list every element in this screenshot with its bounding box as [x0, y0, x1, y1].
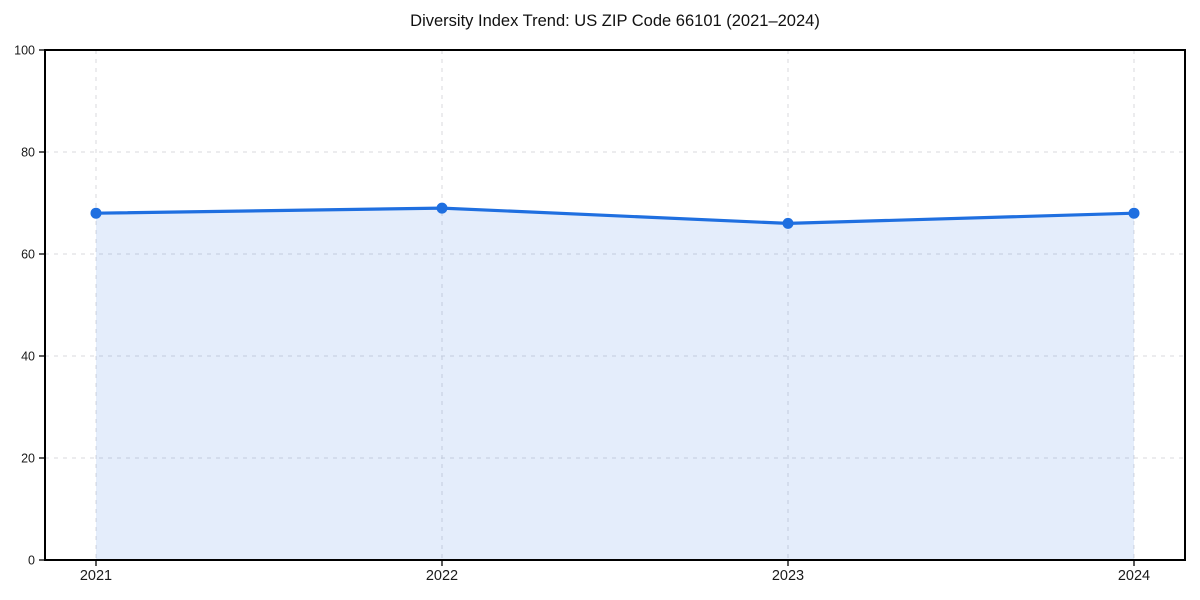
- y-tick-label: 0: [28, 554, 35, 568]
- data-point-2024: [1128, 207, 1140, 219]
- plot-border: [44, 49, 1186, 561]
- x-tick-label: 2021: [80, 568, 112, 584]
- x-tick-label: 2023: [772, 568, 804, 584]
- data-point-2022: [436, 202, 448, 214]
- y-tick-label: 60: [21, 248, 35, 262]
- y-tick-label: 20: [21, 452, 35, 466]
- x-tick-label: 2022: [426, 568, 458, 584]
- chart-title: Diversity Index Trend: US ZIP Code 66101…: [410, 12, 820, 30]
- x-tick-label: 2024: [1118, 568, 1150, 584]
- y-tick-label: 80: [21, 146, 35, 160]
- trend-line: [94, 206, 1136, 225]
- y-tick-label: 100: [14, 44, 35, 58]
- y-tick-label: 40: [21, 350, 35, 364]
- area-fill: [96, 208, 1134, 560]
- data-point-2021: [90, 207, 102, 219]
- data-point-2023: [782, 217, 794, 229]
